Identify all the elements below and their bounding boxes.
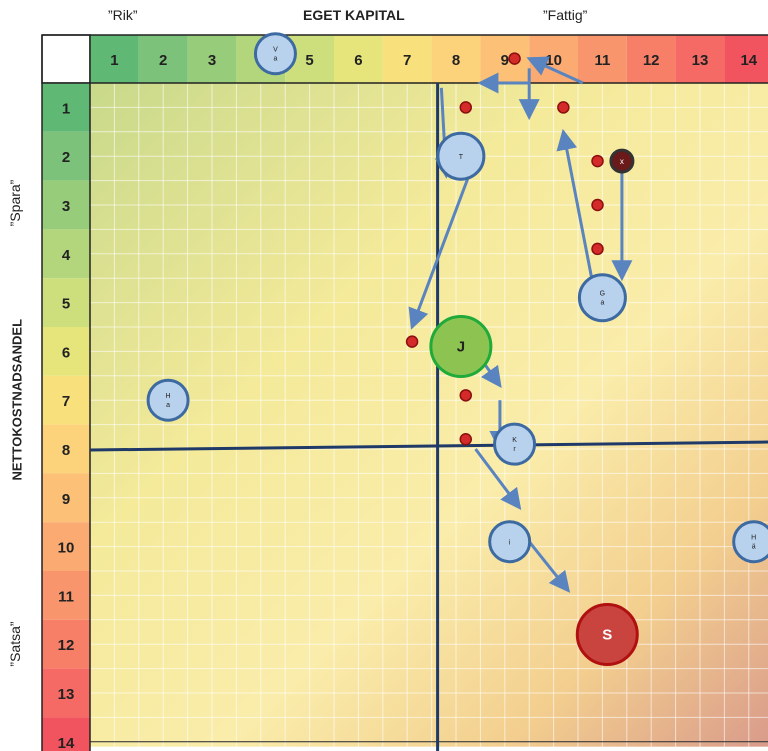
column-header-cell xyxy=(626,35,676,83)
history-dot xyxy=(591,242,604,256)
history-dot xyxy=(591,198,604,212)
column-header-cell xyxy=(382,35,432,83)
row-header-label: 12 xyxy=(58,637,75,654)
history-dot xyxy=(459,101,473,114)
column-header-label: 13 xyxy=(692,52,709,69)
bubble-label: K xyxy=(512,437,517,444)
poor-label: ”Fattig” xyxy=(543,7,588,23)
row-header-cell xyxy=(42,717,90,751)
row-header-cell xyxy=(42,83,90,132)
bubble-label: G xyxy=(600,291,605,298)
bubble-ga xyxy=(577,273,627,323)
trajectory-arrow xyxy=(526,56,584,85)
bubble-s xyxy=(575,602,639,666)
history-dot xyxy=(557,101,570,114)
column-header-cell xyxy=(138,35,188,83)
column-header-label: 8 xyxy=(452,52,460,69)
row-header-cell xyxy=(42,278,90,327)
bubble-label: i xyxy=(509,540,511,547)
row-header-label: 7 xyxy=(62,393,70,410)
column-header-cell xyxy=(431,35,481,83)
equity-title: EGET KAPITAL xyxy=(303,7,405,23)
row-header-label: 8 xyxy=(62,442,70,459)
column-header-cell xyxy=(334,35,383,83)
matrix-background xyxy=(90,83,768,747)
bubble-label: x xyxy=(620,157,624,166)
row-header-cell xyxy=(42,229,90,279)
column-header-label: 5 xyxy=(305,52,313,69)
column-header-cell xyxy=(675,35,725,83)
bubble-label: a xyxy=(273,56,277,63)
bubble-label: r xyxy=(513,446,516,453)
bubble-kr xyxy=(493,422,537,466)
history-dot xyxy=(459,432,473,446)
column-header-label: 12 xyxy=(643,52,660,69)
history-dot xyxy=(459,389,473,402)
column-header-cell xyxy=(187,35,237,83)
row-header-label: 14 xyxy=(58,735,75,751)
row-header-cell xyxy=(42,131,90,181)
bubble-label: J xyxy=(457,339,465,356)
row-header-label: 1 xyxy=(62,100,70,117)
history-dot xyxy=(591,154,604,168)
bubble-label: H xyxy=(751,535,756,542)
bubble-label: a xyxy=(166,402,170,409)
bubble-label: ä xyxy=(752,544,756,551)
row-header-label: 6 xyxy=(62,344,70,361)
column-header-label: 2 xyxy=(159,52,167,69)
rich-label: ”Rik” xyxy=(108,7,138,23)
column-header-cell xyxy=(724,35,768,83)
row-header-cell xyxy=(42,327,90,376)
quadrant-horizontal-line xyxy=(89,440,768,452)
row-header-cell xyxy=(42,375,90,425)
column-header-cell xyxy=(90,35,139,83)
bubble-va xyxy=(253,32,297,76)
row-header-label: 11 xyxy=(58,588,74,605)
row-header-label: 9 xyxy=(62,491,70,508)
column-header-cell xyxy=(578,35,627,83)
bubble-label: a xyxy=(600,300,604,307)
row-header-cell xyxy=(42,473,90,523)
row-header-label: 5 xyxy=(62,296,70,313)
row-header-label: 3 xyxy=(62,198,70,215)
column-header-label: 3 xyxy=(208,52,216,69)
trajectory-arrow xyxy=(528,540,571,593)
trajectory-arrow xyxy=(474,448,522,510)
bubble-label: T xyxy=(459,154,464,161)
row-header-cell xyxy=(42,424,90,474)
bubble-ha2 xyxy=(732,520,768,564)
row-header-label: 4 xyxy=(62,247,71,264)
row-header-label: 10 xyxy=(58,540,75,557)
row-header-cell xyxy=(42,619,90,669)
bubble-ha xyxy=(146,378,190,422)
row-header-label: 2 xyxy=(62,149,70,166)
column-header-label: 9 xyxy=(501,52,509,69)
bubble-x xyxy=(609,148,635,174)
row-header-cell xyxy=(42,180,90,230)
bubble-i xyxy=(488,520,532,564)
bubble-label: H xyxy=(166,393,171,400)
bubble-j xyxy=(429,315,493,379)
history-dot xyxy=(508,52,521,65)
column-header-label: 14 xyxy=(740,52,757,69)
row-header-label: 13 xyxy=(58,686,75,703)
trajectory-arrow xyxy=(408,170,473,330)
corner-cell xyxy=(41,34,91,84)
history-dot xyxy=(405,335,419,348)
column-header-label: 11 xyxy=(594,52,610,69)
trajectory-arrow xyxy=(556,128,595,284)
bubble-t xyxy=(436,131,486,181)
row-header-cell xyxy=(42,571,90,620)
row-header-cell xyxy=(42,522,90,571)
column-header-label: 1 xyxy=(110,52,118,69)
bubble-label: V xyxy=(273,47,278,54)
column-header-label: 7 xyxy=(403,52,411,69)
row-header-cell xyxy=(42,668,90,718)
column-header-label: 6 xyxy=(354,52,362,69)
bubble-label: S xyxy=(602,626,612,643)
